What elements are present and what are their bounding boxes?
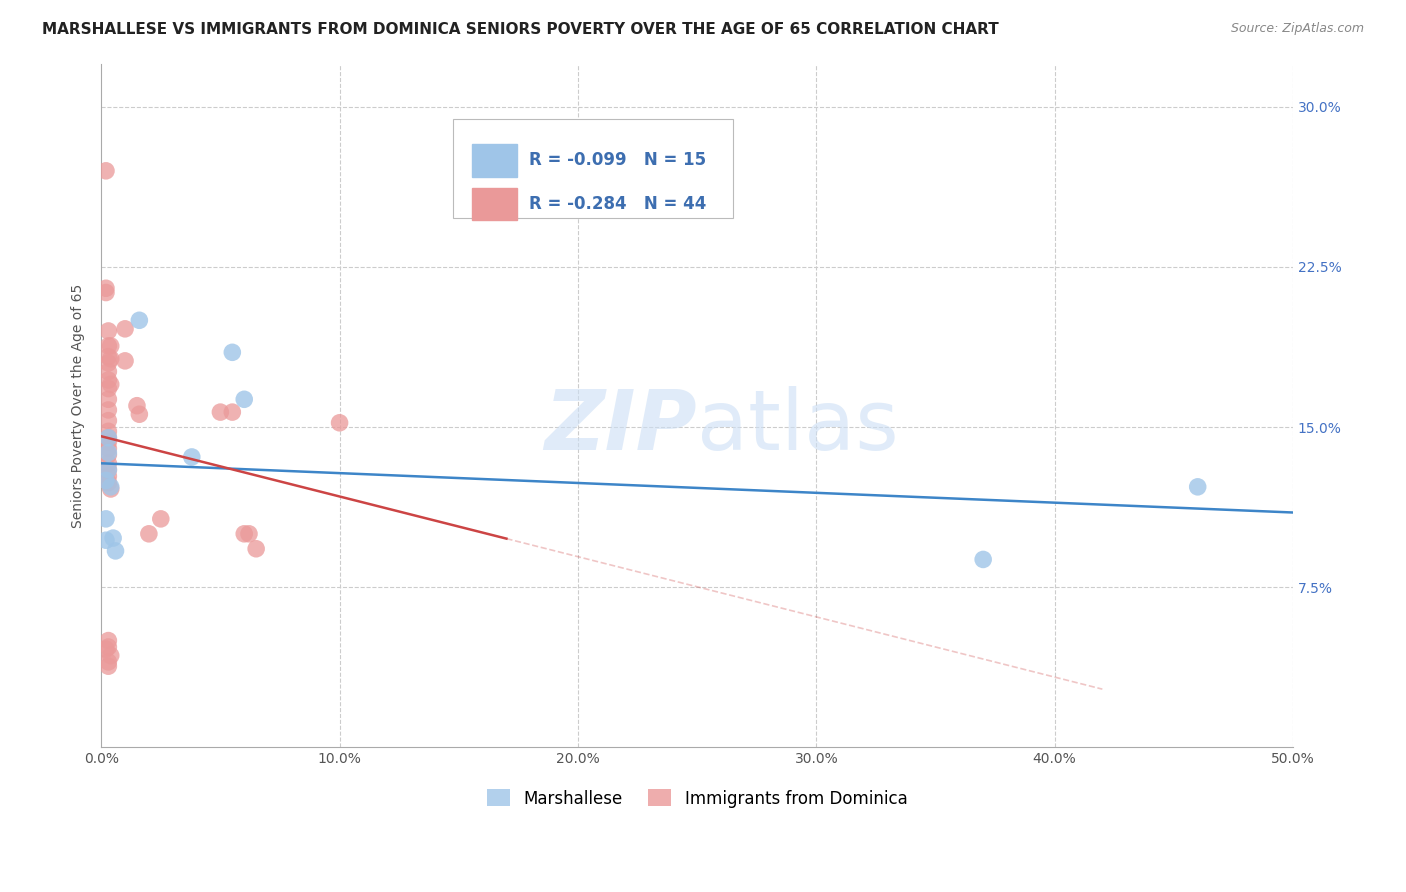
Point	[221, 345, 243, 359]
Point	[101, 531, 124, 545]
Text: ZIP: ZIP	[544, 385, 697, 467]
Point	[114, 354, 136, 368]
Point	[100, 339, 122, 353]
Point	[233, 392, 256, 407]
Bar	[472, 144, 517, 177]
Point	[97, 448, 120, 462]
Point	[97, 365, 120, 379]
Point	[97, 431, 120, 445]
Point	[100, 480, 122, 494]
Point	[128, 313, 150, 327]
Point	[97, 640, 120, 654]
Point	[97, 463, 120, 477]
Point	[138, 526, 160, 541]
Point	[149, 512, 172, 526]
Text: atlas: atlas	[697, 385, 898, 467]
Point	[97, 445, 120, 459]
Point	[97, 373, 120, 387]
Point	[97, 431, 120, 445]
Point	[238, 526, 260, 541]
Point	[94, 512, 117, 526]
Point	[97, 655, 120, 669]
Point	[245, 541, 267, 556]
Point	[97, 469, 120, 483]
Point	[97, 456, 120, 470]
Point	[94, 642, 117, 657]
Point	[97, 633, 120, 648]
Bar	[472, 187, 517, 220]
Point	[100, 648, 122, 663]
Point	[97, 659, 120, 673]
Point	[329, 416, 352, 430]
Point	[104, 544, 127, 558]
Point	[128, 407, 150, 421]
Point	[100, 482, 122, 496]
Point	[97, 356, 120, 370]
Legend: Marshallese, Immigrants from Dominica: Marshallese, Immigrants from Dominica	[481, 782, 914, 814]
Point	[97, 442, 120, 456]
Point	[97, 382, 120, 396]
Point	[97, 435, 120, 450]
Point	[221, 405, 243, 419]
Point	[97, 324, 120, 338]
Point	[180, 450, 202, 464]
Point	[97, 414, 120, 428]
Text: Source: ZipAtlas.com: Source: ZipAtlas.com	[1230, 22, 1364, 36]
Point	[100, 351, 122, 366]
Point	[209, 405, 232, 419]
Point	[94, 281, 117, 295]
Point	[97, 392, 120, 407]
Point	[1187, 480, 1209, 494]
Point	[97, 403, 120, 417]
Point	[97, 425, 120, 439]
Point	[97, 350, 120, 364]
Point	[94, 533, 117, 548]
Point	[100, 377, 122, 392]
FancyBboxPatch shape	[453, 119, 733, 218]
Text: R = -0.284   N = 44: R = -0.284 N = 44	[529, 195, 706, 213]
Point	[97, 339, 120, 353]
Point	[94, 474, 117, 488]
Y-axis label: Seniors Poverty Over the Age of 65: Seniors Poverty Over the Age of 65	[72, 284, 86, 528]
Point	[94, 164, 117, 178]
Point	[972, 552, 994, 566]
Text: MARSHALLESE VS IMMIGRANTS FROM DOMINICA SENIORS POVERTY OVER THE AGE OF 65 CORRE: MARSHALLESE VS IMMIGRANTS FROM DOMINICA …	[42, 22, 998, 37]
Point	[125, 399, 148, 413]
Point	[97, 475, 120, 490]
Point	[94, 285, 117, 300]
Point	[233, 526, 256, 541]
Point	[97, 463, 120, 477]
Point	[114, 322, 136, 336]
Text: R = -0.099   N = 15: R = -0.099 N = 15	[529, 152, 706, 169]
